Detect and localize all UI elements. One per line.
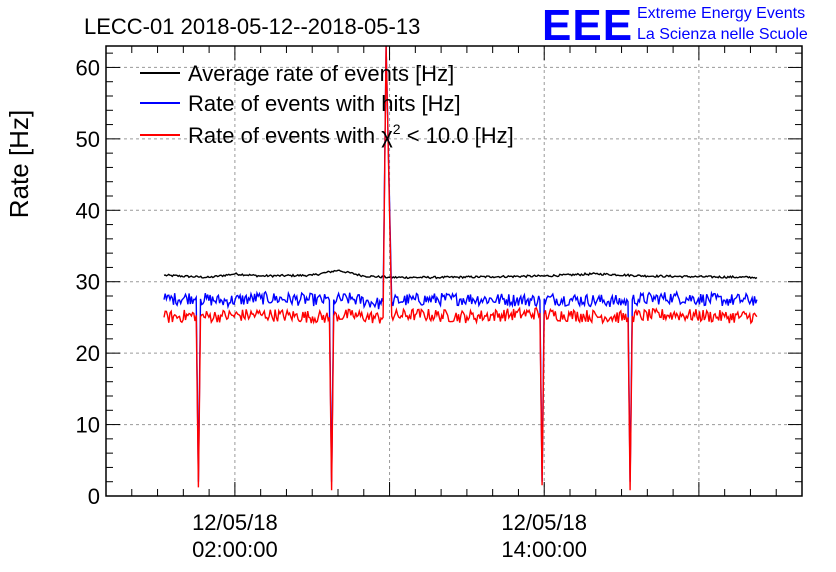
series-line-2 — [163, 46, 758, 491]
grid — [106, 46, 802, 496]
eee-logo: EEE Extreme Energy Events La Scienza nel… — [542, 1, 808, 50]
series-line-1 — [163, 46, 758, 482]
plot-frame — [105, 45, 803, 497]
legend-chi2-symbol: χ — [381, 123, 393, 148]
chart-title: LECC-01 2018-05-12--2018-05-13 — [84, 14, 420, 39]
y-tick-label: 0 — [88, 484, 100, 509]
y-tick-label: 60 — [76, 55, 100, 80]
legend-label-chi2: Rate of events with χ2 < 10.0 [Hz] — [188, 121, 514, 148]
y-tick-label: 10 — [76, 413, 100, 438]
eee-logo-text: EEE — [542, 1, 633, 50]
y-tick-label: 40 — [76, 198, 100, 223]
legend-label-hits: Rate of events with hits [Hz] — [188, 91, 461, 116]
x-tick-time: 02:00:00 — [192, 537, 278, 562]
series-line-0 — [163, 269, 758, 280]
x-tick-date: 12/05/18 — [192, 510, 278, 535]
axes: 010203040506012/05/1802:00:0012/05/1814:… — [76, 46, 803, 562]
legend-chi2-prefix: Rate of events with — [188, 123, 381, 148]
y-tick-label: 30 — [76, 270, 100, 295]
legend-chi2-suffix: < 10.0 [Hz] — [401, 123, 514, 148]
legend-label-average: Average rate of events [Hz] — [188, 61, 454, 86]
legend: Average rate of events [Hz] Rate of even… — [140, 61, 514, 148]
y-tick-label: 20 — [76, 341, 100, 366]
legend-chi2-sup: 2 — [393, 121, 401, 137]
x-tick-time: 14:00:00 — [501, 537, 587, 562]
y-tick-label: 50 — [76, 127, 100, 152]
y-axis-label: Rate [Hz] — [4, 110, 34, 218]
eee-logo-line2: La Scienza nelle Scuole — [637, 26, 808, 43]
x-tick-date: 12/05/18 — [501, 510, 587, 535]
series-lines — [163, 46, 758, 491]
eee-logo-line1: Extreme Energy Events — [637, 5, 805, 22]
